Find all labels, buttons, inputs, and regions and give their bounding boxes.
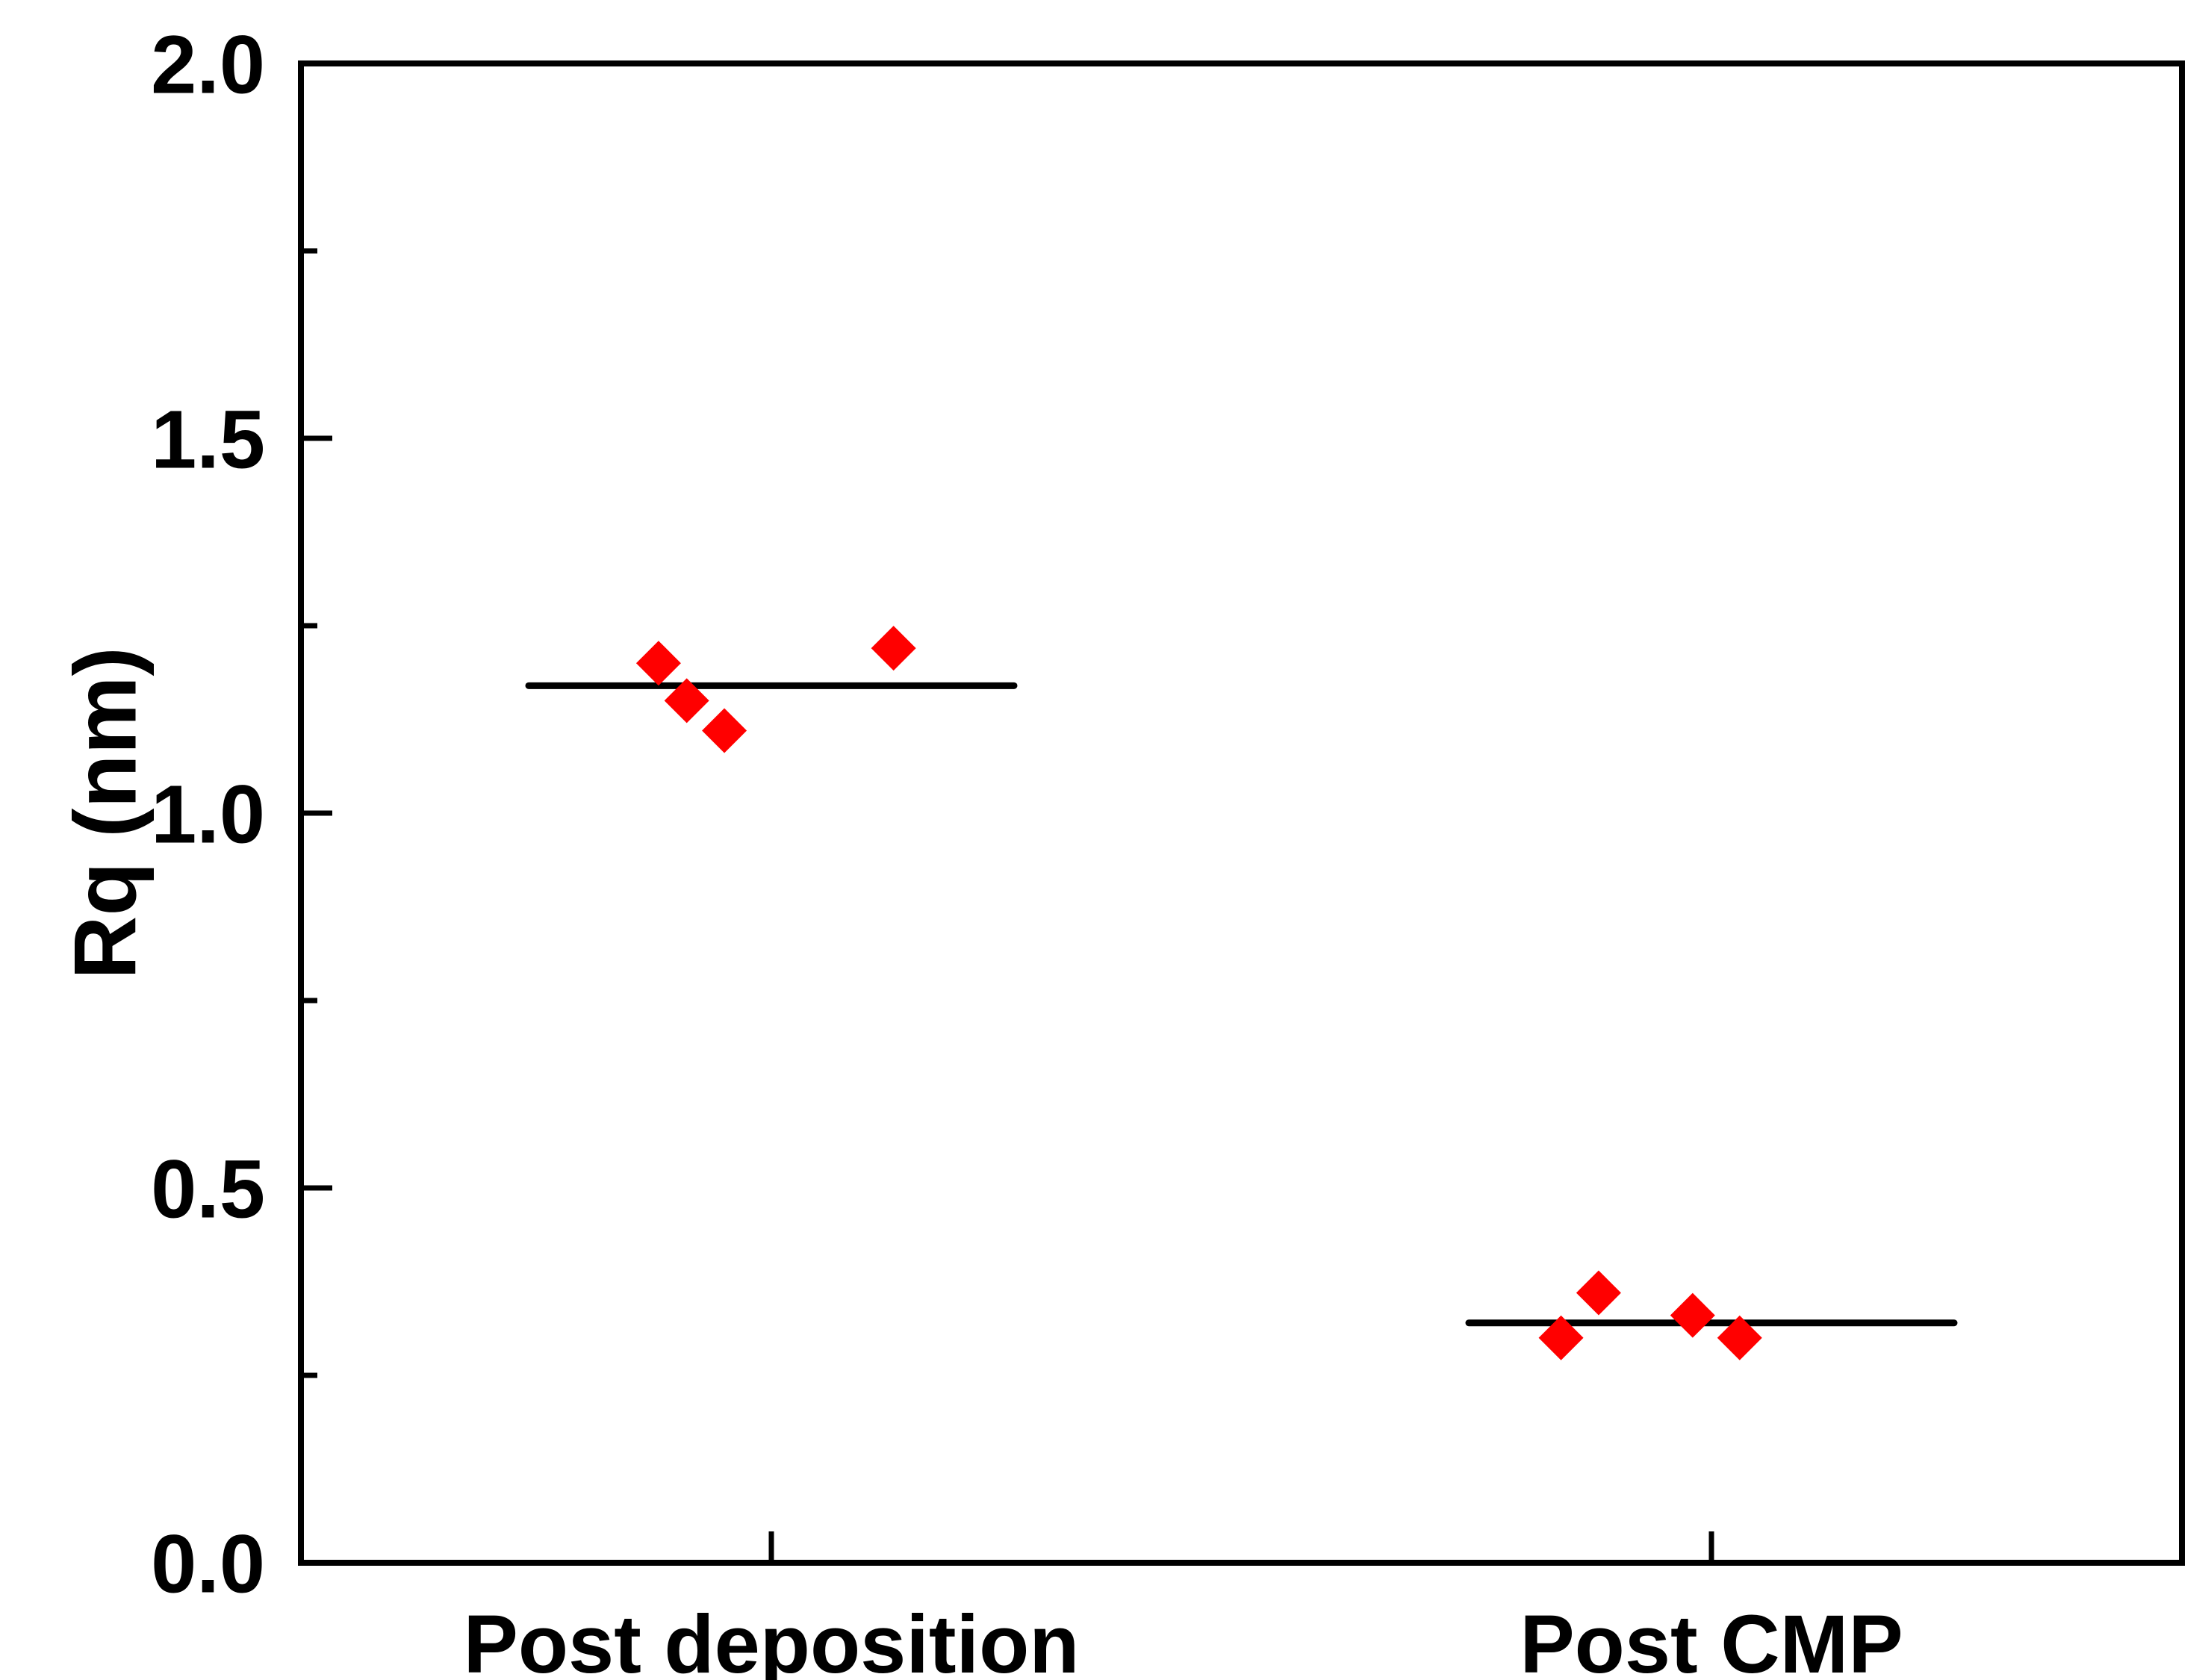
mean-lines xyxy=(525,682,1958,1327)
y-tick-label: 0.0 xyxy=(151,1519,265,1611)
plot-frame xyxy=(298,60,2185,1566)
data-point xyxy=(664,678,709,724)
x-category-label: Post CMP xyxy=(1520,1599,1903,1680)
data-point xyxy=(1717,1315,1762,1360)
data-point xyxy=(871,626,916,671)
tick-labels: 0.0 0.5 1.0 1.5 2.0 Post deposition Post CMP xyxy=(151,19,1903,1680)
data-point xyxy=(1670,1292,1715,1338)
y-axis-title: Rq (nm) xyxy=(56,647,155,980)
data-point xyxy=(1538,1315,1584,1360)
y-tick-label: 2.0 xyxy=(151,19,265,111)
y-tick-label: 1.5 xyxy=(151,394,265,486)
y-tick-label: 0.5 xyxy=(151,1144,265,1236)
data-points xyxy=(635,626,1762,1360)
y-tick-label: 1.0 xyxy=(151,769,265,861)
data-point xyxy=(635,641,681,686)
data-point xyxy=(1576,1270,1621,1316)
x-category-label: Post deposition xyxy=(464,1599,1080,1680)
data-point xyxy=(702,708,747,753)
ticks-layer xyxy=(301,60,1714,1566)
